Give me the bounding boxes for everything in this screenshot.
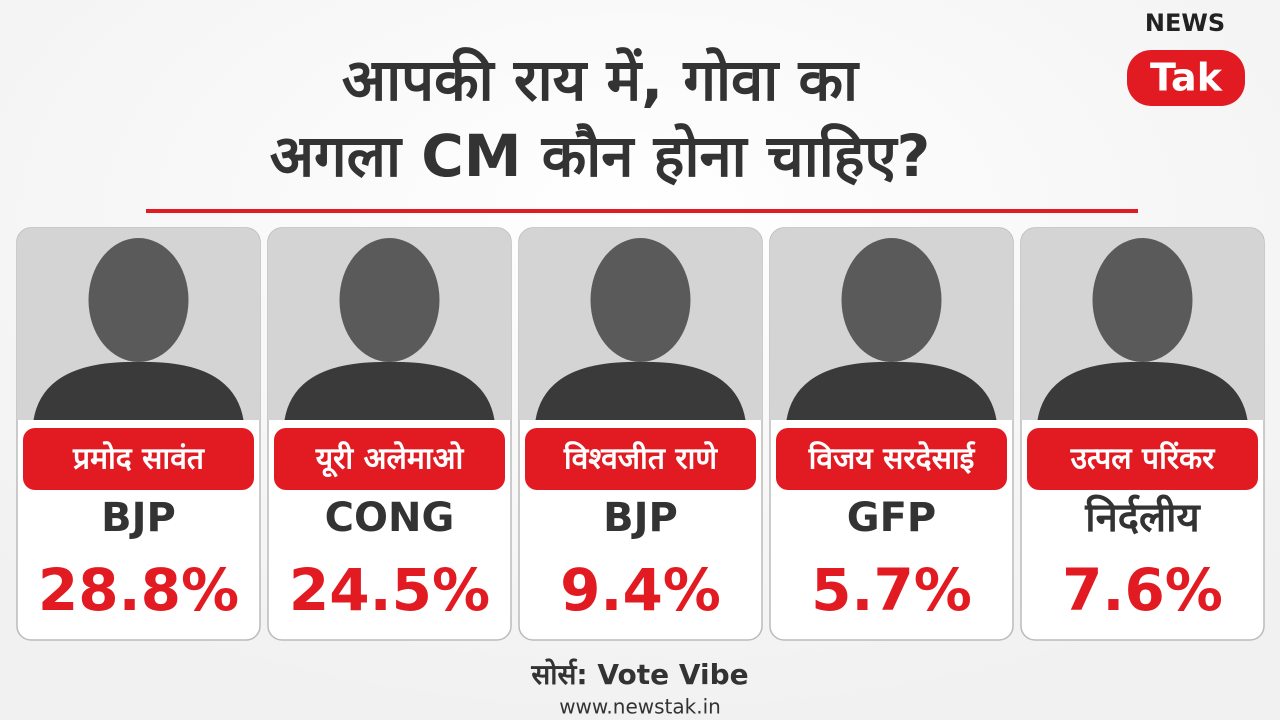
photo-body (1037, 361, 1248, 420)
name-pill (1027, 428, 1258, 490)
candidate-name: विश्वजीत राणे (563, 441, 718, 477)
photo-head (841, 238, 942, 362)
photo-body (786, 361, 997, 420)
candidate-card: प्रमोद सावंत BJP 28.8% (16, 227, 261, 641)
title-line: अगला CM कौन होना चाहिए? (270, 122, 931, 190)
name-pill (525, 428, 756, 490)
photo-body (33, 361, 244, 420)
title-line: आपकी राय में, गोवा का (342, 46, 860, 114)
party: CONG (325, 495, 455, 541)
party: निर्दलीय (1084, 494, 1201, 541)
photo-head (88, 238, 189, 362)
candidate-card: विश्वजीत राणे BJP 9.4% (518, 227, 763, 641)
photo-body (535, 361, 746, 420)
url: www.newstak.in (559, 695, 721, 719)
vote-share: 7.6% (1062, 556, 1223, 624)
logo-news: NEWS (1145, 9, 1225, 37)
photo-body (284, 361, 495, 420)
vote-share: 24.5% (289, 556, 490, 624)
source: सोर्स: Vote Vibe (530, 658, 748, 691)
name-pill (776, 428, 1007, 490)
candidate-name: यूरी अलेमाओ (315, 441, 465, 478)
party: GFP (847, 495, 936, 541)
photo-head (590, 238, 691, 362)
vote-share: 9.4% (560, 556, 721, 624)
photo-head (339, 238, 440, 362)
party: BJP (101, 495, 176, 541)
logo-box (1127, 50, 1245, 106)
candidate-card: उत्पल परिंकर निर्दलीय 7.6% (1020, 227, 1265, 641)
candidate-name: विजय सरदेसाई (808, 441, 976, 477)
logo-tak: Tak (1150, 56, 1223, 100)
name-pill (274, 428, 505, 490)
party: BJP (603, 495, 678, 541)
vote-share: 5.7% (811, 556, 972, 624)
candidate-name: प्रमोद सावंत (72, 441, 206, 477)
photo-head (1092, 238, 1193, 362)
candidate-card: यूरी अलेमाओ CONG 24.5% (267, 227, 512, 641)
vote-share: 28.8% (38, 556, 239, 624)
cards: प्रमोद सावंत BJP 28.8% यूरी अलेमाओ CONG 24.5%… (16, 227, 1265, 641)
name-pill (23, 428, 254, 490)
candidate-card: विजय सरदेसाई GFP 5.7% (769, 227, 1014, 641)
candidate-name: उत्पल परिंकर (1070, 441, 1217, 477)
divider (146, 209, 1138, 213)
